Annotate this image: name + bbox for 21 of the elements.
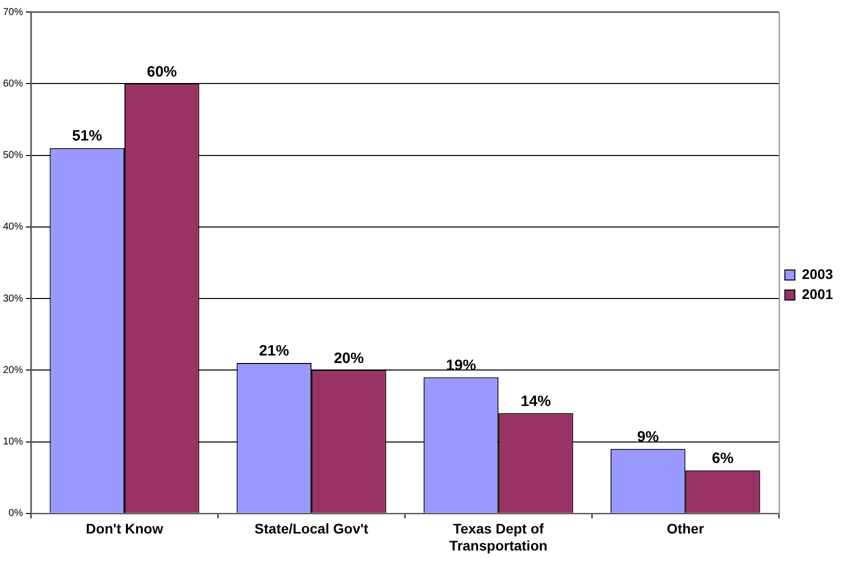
data-label: 6% — [712, 450, 734, 468]
y-tick-label: 40% — [3, 222, 24, 233]
y-tick-label: 50% — [3, 150, 24, 162]
data-label: 14% — [520, 392, 551, 410]
data-label: 20% — [334, 350, 364, 367]
y-tick-label: 30% — [3, 293, 24, 304]
data-label: 9% — [637, 428, 659, 446]
legend-label: 2001 — [802, 286, 834, 302]
data-label: 51% — [72, 128, 102, 145]
x-tick-label: Other — [666, 520, 705, 537]
y-tick-label: 70% — [3, 6, 24, 18]
y-tick-label: 10% — [3, 436, 24, 448]
x-tick-label: Texas Dept of Transportation — [449, 520, 548, 554]
y-tick-label: 20% — [3, 364, 24, 376]
y-tick-label: 60% — [3, 78, 24, 90]
data-label: 21% — [259, 342, 290, 360]
x-tick-label: State/Local Gov't — [254, 520, 369, 537]
x-tick-label: Don't Know — [86, 520, 164, 537]
data-label: 60% — [146, 63, 177, 80]
y-tick-label: 0% — [8, 508, 24, 520]
legend-label: 2003 — [802, 266, 834, 282]
